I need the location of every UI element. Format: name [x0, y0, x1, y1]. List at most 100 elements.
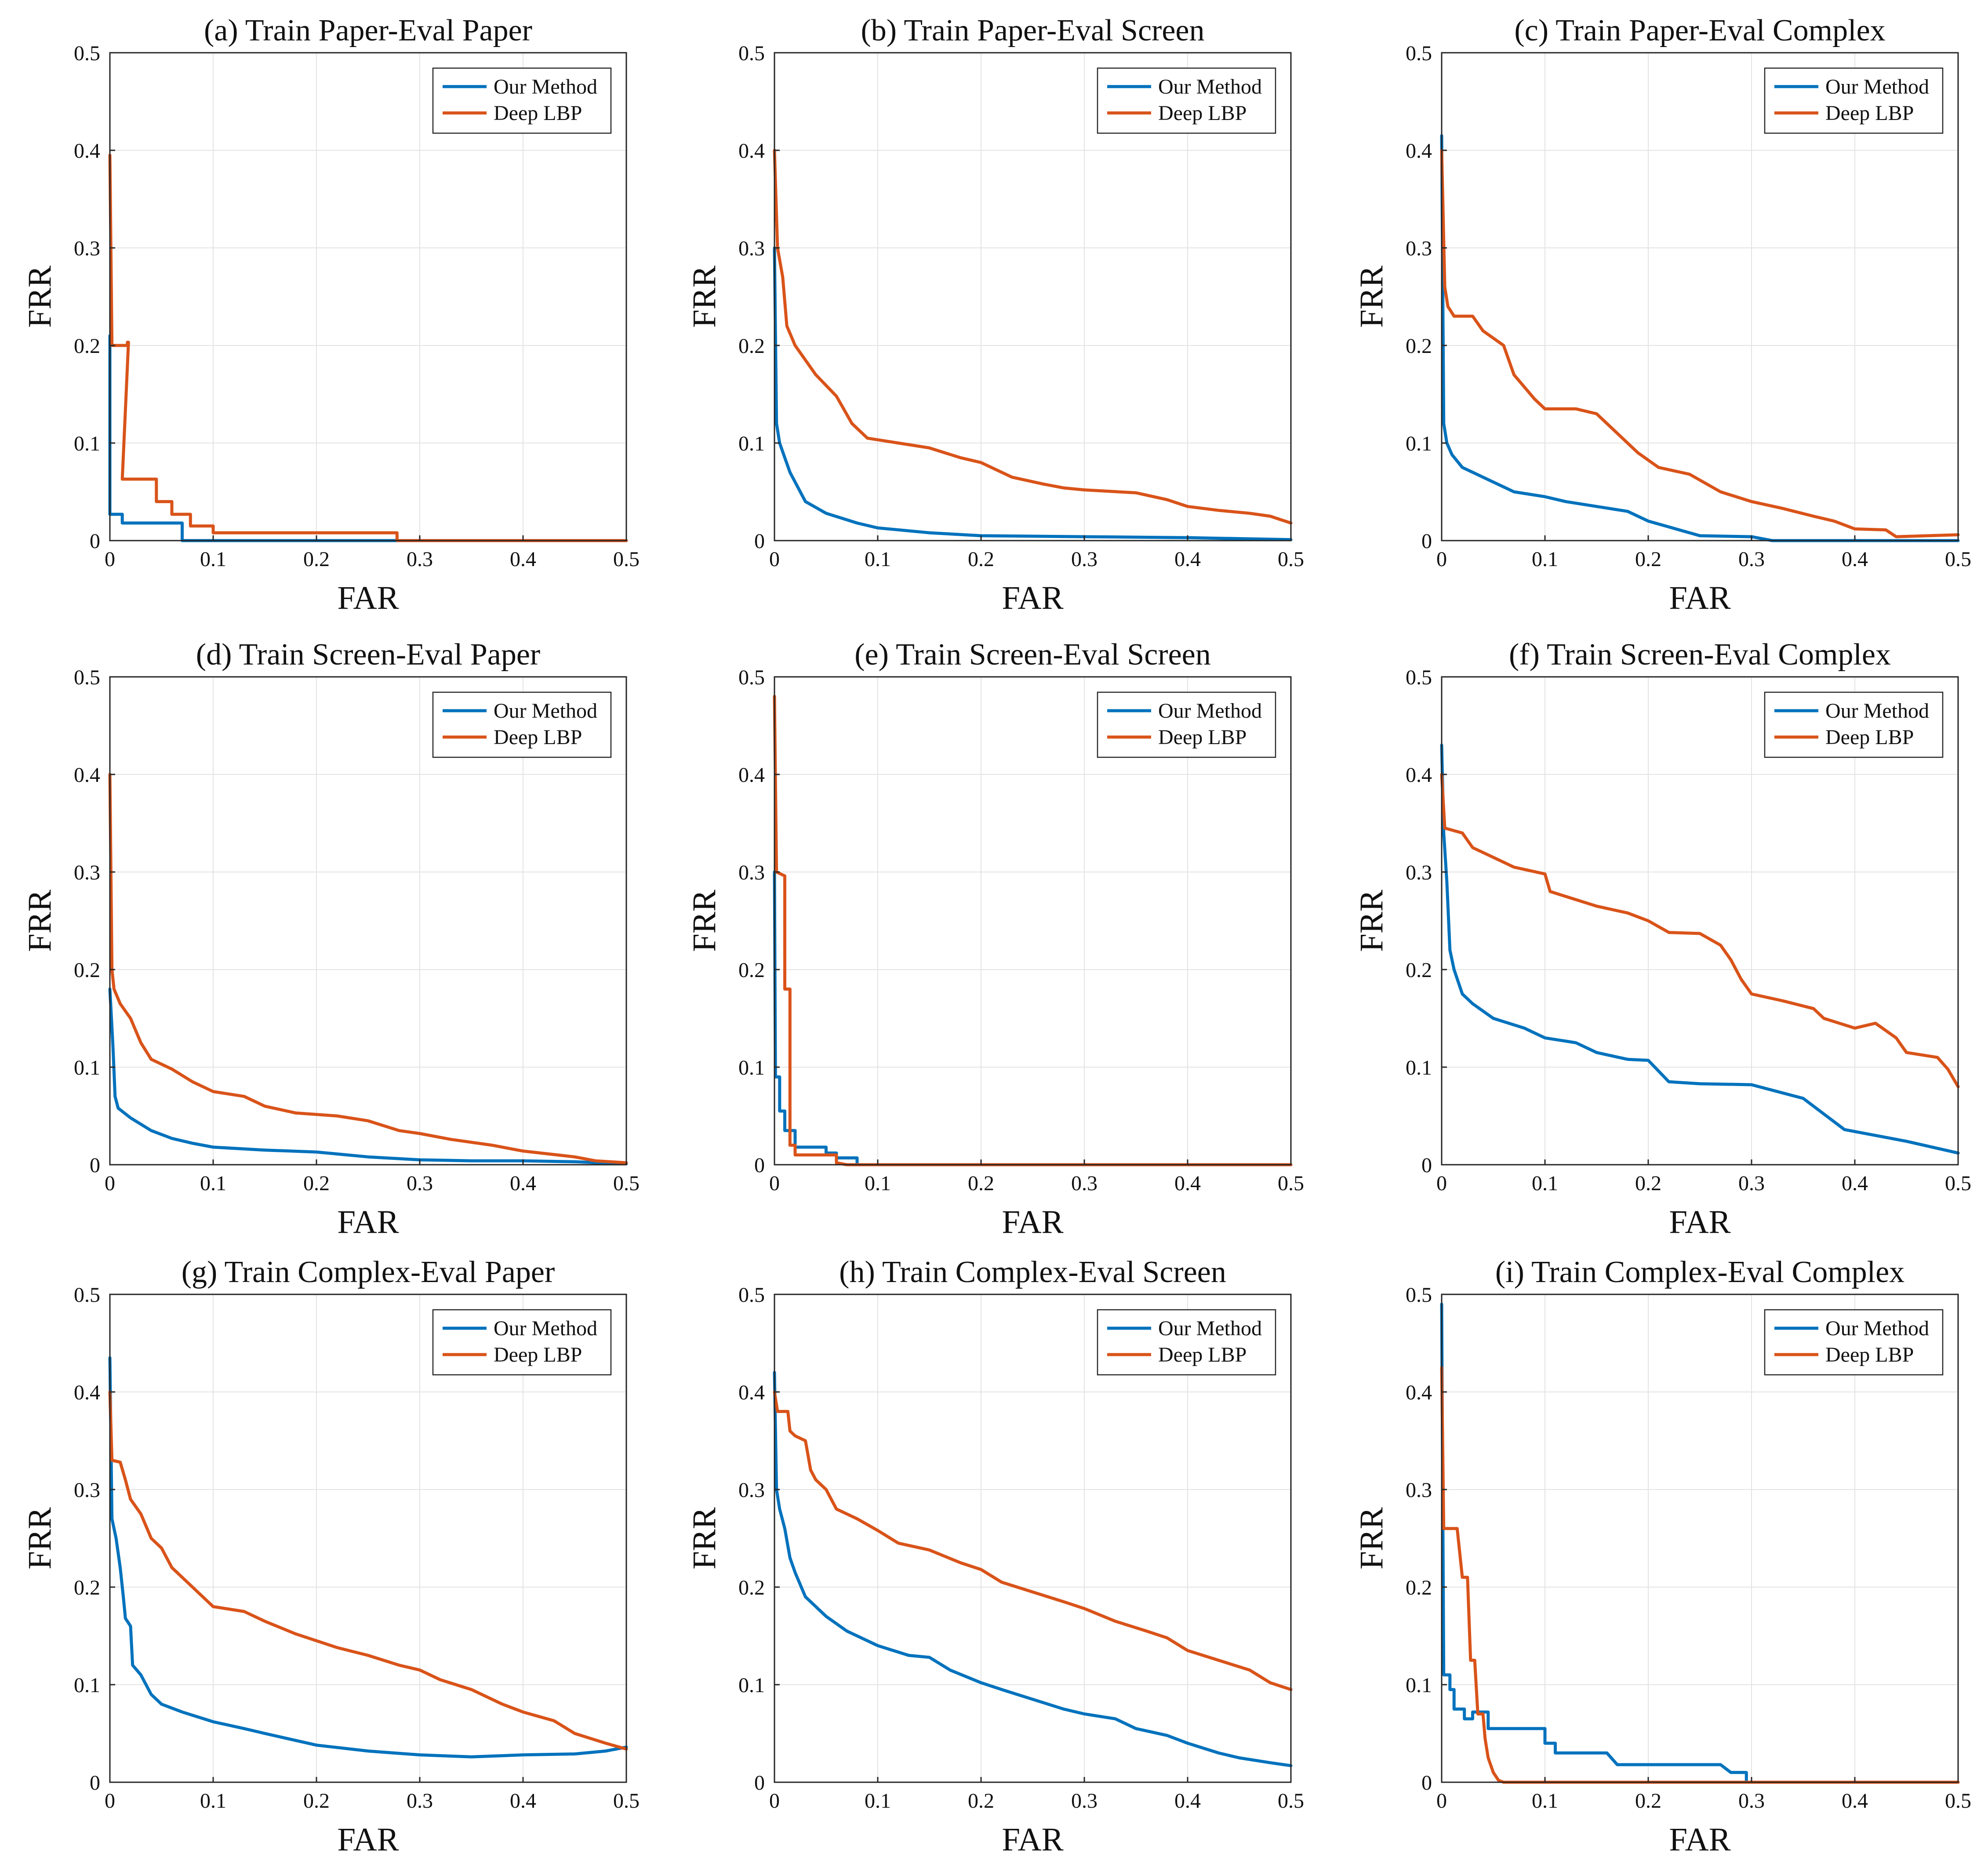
y-tick-label: 0.3 — [74, 237, 100, 260]
chart-panel-h: 0 0.1 0.2 0.3 0.4 0.5 0 0.1 0.2 0.3 0.4 0.5 (h) Trai… — [686, 1255, 1304, 1853]
x-tick-label: 0.2 — [968, 1789, 994, 1813]
x-tick-label: 0.2 — [303, 1172, 330, 1195]
x-axis-label: FAR — [1002, 1204, 1063, 1240]
chart-title: (d) Train Screen-Eval Paper — [196, 638, 540, 672]
axes-frame — [109, 52, 627, 541]
x-tick-label: 0.1 — [865, 1172, 891, 1195]
y-tick-label: 0.2 — [1406, 1576, 1432, 1599]
x-tick-label: 0.4 — [1842, 1172, 1868, 1195]
legend-label: Deep LBP — [1825, 1343, 1914, 1366]
legend: Our Method Deep LBP — [1097, 691, 1276, 758]
y-tick-label: 0.2 — [738, 959, 765, 982]
series-line-our-method — [773, 1371, 1293, 1767]
x-tick-label: 0.3 — [1738, 1172, 1765, 1195]
x-tick-label: 0.4 — [510, 548, 536, 571]
series-line-deep-lbp — [108, 773, 628, 1165]
y-tick-label: 0.4 — [74, 763, 100, 787]
plot-area — [774, 53, 1291, 541]
x-axis-label: FAR — [1669, 1821, 1730, 1853]
chart-title: (f) Train Screen-Eval Complex — [1509, 638, 1891, 672]
series-line-deep-lbp — [1440, 1366, 1960, 1784]
y-tick-label: 0.4 — [738, 1381, 765, 1404]
legend-label: Deep LBP — [1825, 726, 1914, 749]
x-tick-label: 0.4 — [1842, 548, 1868, 571]
legend-label: Our Method — [494, 75, 597, 98]
x-tick-label: 0.1 — [200, 548, 226, 571]
y-tick-label: 0.3 — [1406, 1479, 1432, 1502]
y-tick-label: 0.3 — [74, 1479, 100, 1502]
x-tick-label: 0 — [769, 1789, 780, 1813]
y-tick-label: 0.5 — [738, 666, 765, 689]
x-tick-label: 0.3 — [1738, 548, 1765, 571]
y-axis-label: FRR — [686, 890, 723, 952]
y-tick-label: 0.2 — [738, 1576, 765, 1599]
y-axis-label: FRR — [1353, 265, 1390, 328]
chart-panel-d: 0 0.1 0.2 0.3 0.4 0.5 0 0.1 0.2 0.3 0.4 0.5 (d) Trai… — [22, 638, 640, 1240]
x-tick-label: 0.2 — [303, 548, 330, 571]
x-tick-label: 0.1 — [865, 1789, 891, 1813]
y-tick-label: 0.4 — [1406, 1381, 1432, 1404]
y-tick-label: 0.5 — [1406, 666, 1432, 689]
x-tick-label: 0.4 — [510, 1172, 536, 1195]
y-tick-label: 0.4 — [1406, 763, 1432, 787]
series-line-deep-lbp — [773, 1390, 1293, 1691]
plot-area — [110, 1294, 626, 1782]
legend-box — [1764, 1309, 1944, 1376]
x-tick-label: 0 — [1436, 1172, 1447, 1195]
x-tick-label: 0 — [105, 1172, 115, 1195]
y-tick-label: 0.4 — [1406, 139, 1432, 163]
y-tick-label: 0.3 — [738, 861, 765, 884]
chart-title: (i) Train Complex-Eval Complex — [1495, 1255, 1904, 1289]
x-tick-label: 0.3 — [1738, 1789, 1765, 1813]
y-tick-label: 0.5 — [74, 42, 100, 65]
chart-title: (g) Train Complex-Eval Paper — [182, 1255, 555, 1289]
chart-panel-i: 0 0.1 0.2 0.3 0.4 0.5 0 0.1 0.2 0.3 0.4 0.5 (i) Trai… — [1353, 1255, 1971, 1853]
series-line-our-method — [108, 1356, 628, 1759]
plot-area — [774, 677, 1291, 1165]
x-tick-label: 0.3 — [407, 1789, 433, 1813]
plot-area — [774, 1294, 1291, 1782]
legend: Our Method Deep LBP — [432, 1309, 612, 1376]
legend-label: Deep LBP — [494, 102, 582, 125]
y-tick-label: 0.2 — [74, 1576, 100, 1599]
x-tick-label: 0.1 — [1532, 1789, 1558, 1813]
y-tick-label: 0.4 — [738, 139, 765, 163]
x-tick-label: 0.4 — [510, 1789, 536, 1813]
series-line-deep-lbp — [773, 149, 1293, 525]
x-tick-label: 0.3 — [407, 548, 433, 571]
y-axis-label: FRR — [686, 265, 723, 328]
series-line-our-method — [1440, 134, 1960, 542]
y-tick-label: 0.4 — [74, 139, 100, 163]
legend-label: Our Method — [1825, 699, 1929, 723]
x-axis-label: FAR — [1669, 580, 1730, 616]
series-line-deep-lbp — [108, 1390, 628, 1751]
x-tick-label: 0.5 — [1945, 1172, 1971, 1195]
chart-title: (e) Train Screen-Eval Screen — [854, 638, 1211, 672]
x-tick-label: 0 — [105, 548, 115, 571]
legend-box — [1764, 691, 1944, 758]
y-tick-label: 0.5 — [74, 1283, 100, 1307]
legend-label: Deep LBP — [1158, 1343, 1247, 1366]
axes-frame — [774, 676, 1292, 1166]
y-tick-label: 0.3 — [1406, 861, 1432, 884]
y-tick-label: 0 — [90, 1154, 100, 1177]
axes-frame — [109, 1293, 627, 1783]
y-axis-label: FRR — [686, 1507, 723, 1570]
x-tick-label: 0.1 — [1532, 548, 1558, 571]
chart-panel-a: 0 0.1 0.2 0.3 0.4 0.5 0 0.1 0.2 0.3 0.4 0.5 (a) Trai… — [22, 14, 640, 616]
x-tick-label: 0.4 — [1174, 1172, 1201, 1195]
x-tick-label: 0.4 — [1842, 1789, 1868, 1813]
legend-label: Deep LBP — [494, 1343, 582, 1366]
y-axis-label: FRR — [1353, 1507, 1390, 1570]
chart-title: (c) Train Paper-Eval Complex — [1514, 14, 1885, 47]
y-tick-label: 0.1 — [738, 432, 765, 455]
x-tick-label: 0 — [105, 1789, 115, 1813]
legend: Our Method Deep LBP — [1764, 67, 1944, 134]
y-tick-label: 0.3 — [74, 861, 100, 884]
x-tick-label: 0.3 — [407, 1172, 433, 1195]
legend: Our Method Deep LBP — [432, 691, 612, 758]
y-tick-label: 0.5 — [74, 666, 100, 689]
chart-panel-f: 0 0.1 0.2 0.3 0.4 0.5 0 0.1 0.2 0.3 0.4 0.5 (f) Trai… — [1353, 638, 1971, 1240]
x-tick-label: 0.2 — [1635, 1172, 1661, 1195]
